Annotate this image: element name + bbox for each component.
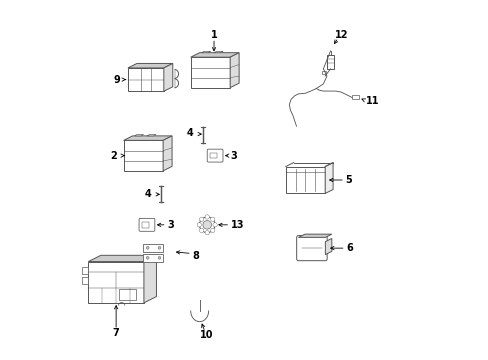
Circle shape [212,223,217,227]
Bar [351,95,358,99]
Polygon shape [147,135,156,136]
Text: 5: 5 [345,175,352,185]
Text: 7: 7 [113,328,119,338]
Text: 10: 10 [200,330,213,340]
Polygon shape [163,136,172,171]
Polygon shape [325,163,332,193]
Circle shape [146,246,149,249]
Bar [143,254,163,262]
Text: 12: 12 [334,30,347,40]
Polygon shape [214,51,223,53]
FancyBboxPatch shape [296,235,326,261]
Circle shape [158,256,161,259]
Polygon shape [298,234,331,237]
Text: 11: 11 [365,96,378,106]
Bar [81,267,88,274]
Bar [285,167,325,193]
Bar [128,68,163,91]
Circle shape [146,256,149,259]
Bar [143,244,163,252]
Polygon shape [230,53,239,87]
FancyBboxPatch shape [207,149,223,162]
Polygon shape [88,255,156,262]
Polygon shape [325,238,331,255]
Text: 4: 4 [144,189,151,199]
Bar [88,262,143,303]
Text: 1: 1 [210,31,217,40]
Text: 3: 3 [230,150,237,161]
Circle shape [210,217,215,221]
Polygon shape [128,63,172,68]
Circle shape [204,215,209,219]
Circle shape [210,228,215,233]
Bar [321,71,325,74]
Polygon shape [134,135,143,136]
Text: 8: 8 [192,251,199,261]
Circle shape [204,230,209,235]
Polygon shape [190,53,239,57]
Text: 13: 13 [230,220,244,230]
FancyBboxPatch shape [139,219,155,231]
Bar [210,153,217,158]
Bar [123,140,163,171]
Polygon shape [123,136,172,140]
Bar [81,276,88,284]
Circle shape [197,223,201,227]
Bar [190,57,230,87]
Bar [142,222,148,228]
Text: 6: 6 [346,243,352,253]
Circle shape [199,217,203,221]
Circle shape [203,221,211,229]
Circle shape [199,217,215,233]
Polygon shape [201,51,210,53]
Text: 3: 3 [167,220,174,230]
Polygon shape [163,63,172,91]
Text: 2: 2 [110,150,117,161]
Text: 9: 9 [113,75,120,85]
Circle shape [199,228,203,233]
Bar [119,289,135,300]
Bar [326,55,333,69]
Circle shape [158,246,161,249]
Text: 4: 4 [186,129,193,138]
Polygon shape [143,255,156,303]
